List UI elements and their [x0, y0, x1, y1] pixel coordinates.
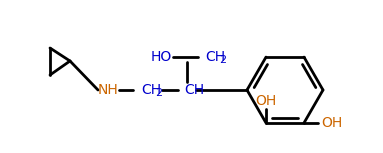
Text: CH: CH: [184, 83, 204, 97]
Text: HO: HO: [151, 50, 172, 64]
Text: OH: OH: [321, 116, 343, 130]
Text: CH: CH: [141, 83, 161, 97]
Text: CH: CH: [205, 50, 225, 64]
Text: NH: NH: [98, 83, 118, 97]
Text: OH: OH: [255, 94, 277, 108]
Text: 2: 2: [219, 55, 226, 65]
Text: 2: 2: [155, 88, 162, 98]
